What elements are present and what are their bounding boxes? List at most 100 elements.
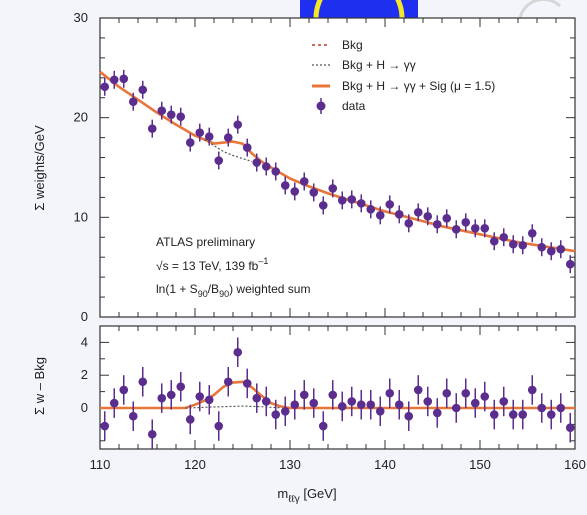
legend-data-marker [316,101,326,111]
main-data-point [347,195,357,204]
main-data-point [356,199,366,208]
main-panel: 0 10 20 30 Σ weights/GeV Bkg Bkg + H → γγ B… [32,10,576,324]
main-data-point [119,74,129,84]
residual-panel: 110 120 130 140 150 160 0 2 4 Σ w – Bkg mℓℓγ [Ge… [32,325,586,505]
main-data-point [242,143,252,152]
main-data-point [337,196,347,205]
residual-data-point [195,392,205,401]
residual-y-tick-label: 2 [81,367,88,382]
annotation-weighting-part2: /B [208,282,219,296]
residual-data-point [233,347,243,357]
x-tick-label: 140 [374,457,396,472]
residual-fit-curves [100,380,575,410]
residual-data-points [100,337,575,449]
annotation-energy-lumi: √s = 13 TeV, 139 fb–1 [156,256,268,273]
residual-data-point [499,397,509,406]
main-axis-ticks: 0 10 20 30 [74,10,576,324]
main-data-point [204,132,214,141]
x-tick-label: 150 [469,457,491,472]
residual-data-point [356,400,366,410]
residual-data-point [299,390,309,400]
residual-data-point [527,385,537,395]
main-data-point [385,200,395,209]
residual-y-axis-title: Σ w – Bkg [32,357,47,415]
residual-data-point [470,398,480,408]
legend: Bkg Bkg + H → γγ Bkg + H → γγ + Sig (μ =… [312,38,495,114]
annotation-weighting-sub1: 90 [198,289,208,299]
main-data-point [451,224,461,234]
annotation-weighting-sub2: 90 [219,289,229,299]
residual-data-point [204,395,214,405]
main-data-point [328,184,338,193]
main-data-points [100,69,575,274]
main-data-point [280,181,290,190]
annotation-energy-lumi-main: √s = 13 TeV, 139 fb [156,259,259,273]
main-data-point [442,214,452,223]
residual-data-point [252,393,262,403]
residual-data-point [366,400,376,410]
x-axis-title-symbol: m [277,486,288,501]
main-data-point [499,232,509,242]
main-data-point [223,133,233,142]
main-y-tick-label: 10 [74,209,88,224]
residual-data-point [176,382,186,391]
residual-data-point [309,398,319,408]
residual-data-point [565,423,575,432]
x-axis-title: mℓℓγ [GeV] [277,486,336,505]
main-y-tick-label: 20 [74,110,88,125]
main-data-point [375,211,385,220]
residual-data-point [157,393,167,403]
annotation-weighting: ln(1 + S90/B90) weighted sum [156,282,310,299]
main-data-point [423,212,433,221]
residual-data-point [185,415,195,424]
main-data-point [195,128,205,137]
residual-data-point [138,377,148,387]
main-data-point [100,82,110,92]
main-higgs-fit-curve [204,139,253,163]
residual-data-point [328,390,338,400]
main-plot-area [99,17,576,318]
residual-data-point [556,403,566,413]
main-data-point [518,240,528,250]
main-data-point [404,219,414,228]
main-data-point [489,236,499,246]
main-data-point [214,156,224,165]
residual-data-point [128,411,138,421]
logo-fragment [300,0,562,19]
main-data-point [128,97,138,107]
main-fit-curves [99,70,576,253]
residual-y-tick-label: 0 [81,400,88,415]
residual-data-point [537,403,547,413]
main-y-tick-label: 30 [74,10,88,25]
main-data-point [480,223,490,233]
x-tick-label: 110 [90,457,111,472]
residual-data-point [214,421,224,431]
main-data-point [290,187,300,196]
residual-axis-ticks: 110 120 130 140 150 160 0 2 4 [81,325,586,472]
residual-data-point [242,379,252,388]
residual-data-point [508,410,518,419]
main-y-axis-title: Σ weights/GeV [32,125,47,211]
main-data-point [394,210,404,219]
main-data-point [233,120,243,129]
main-data-point [147,124,157,133]
legend-label-signal: Bkg + H → γγ + Sig (μ = 1.5) [342,79,495,93]
residual-data-point [166,390,176,400]
residual-data-point [223,377,233,387]
annotation-weighting-part1: ln(1 + S [156,282,198,296]
residual-data-point [451,403,461,413]
x-tick-label: 130 [279,457,301,472]
main-data-point [413,208,423,217]
residual-data-point [100,421,110,431]
residual-data-point [489,410,499,419]
main-data-point [546,246,556,256]
residual-data-point [385,388,395,398]
x-tick-label: 160 [564,457,586,472]
main-data-point [299,177,309,186]
logo-blue-block [300,0,418,18]
logo-grey-arc [518,0,562,19]
residual-data-point [546,410,556,419]
residual-signal-fit-curve [100,380,575,410]
legend-label-data: data [342,99,366,113]
